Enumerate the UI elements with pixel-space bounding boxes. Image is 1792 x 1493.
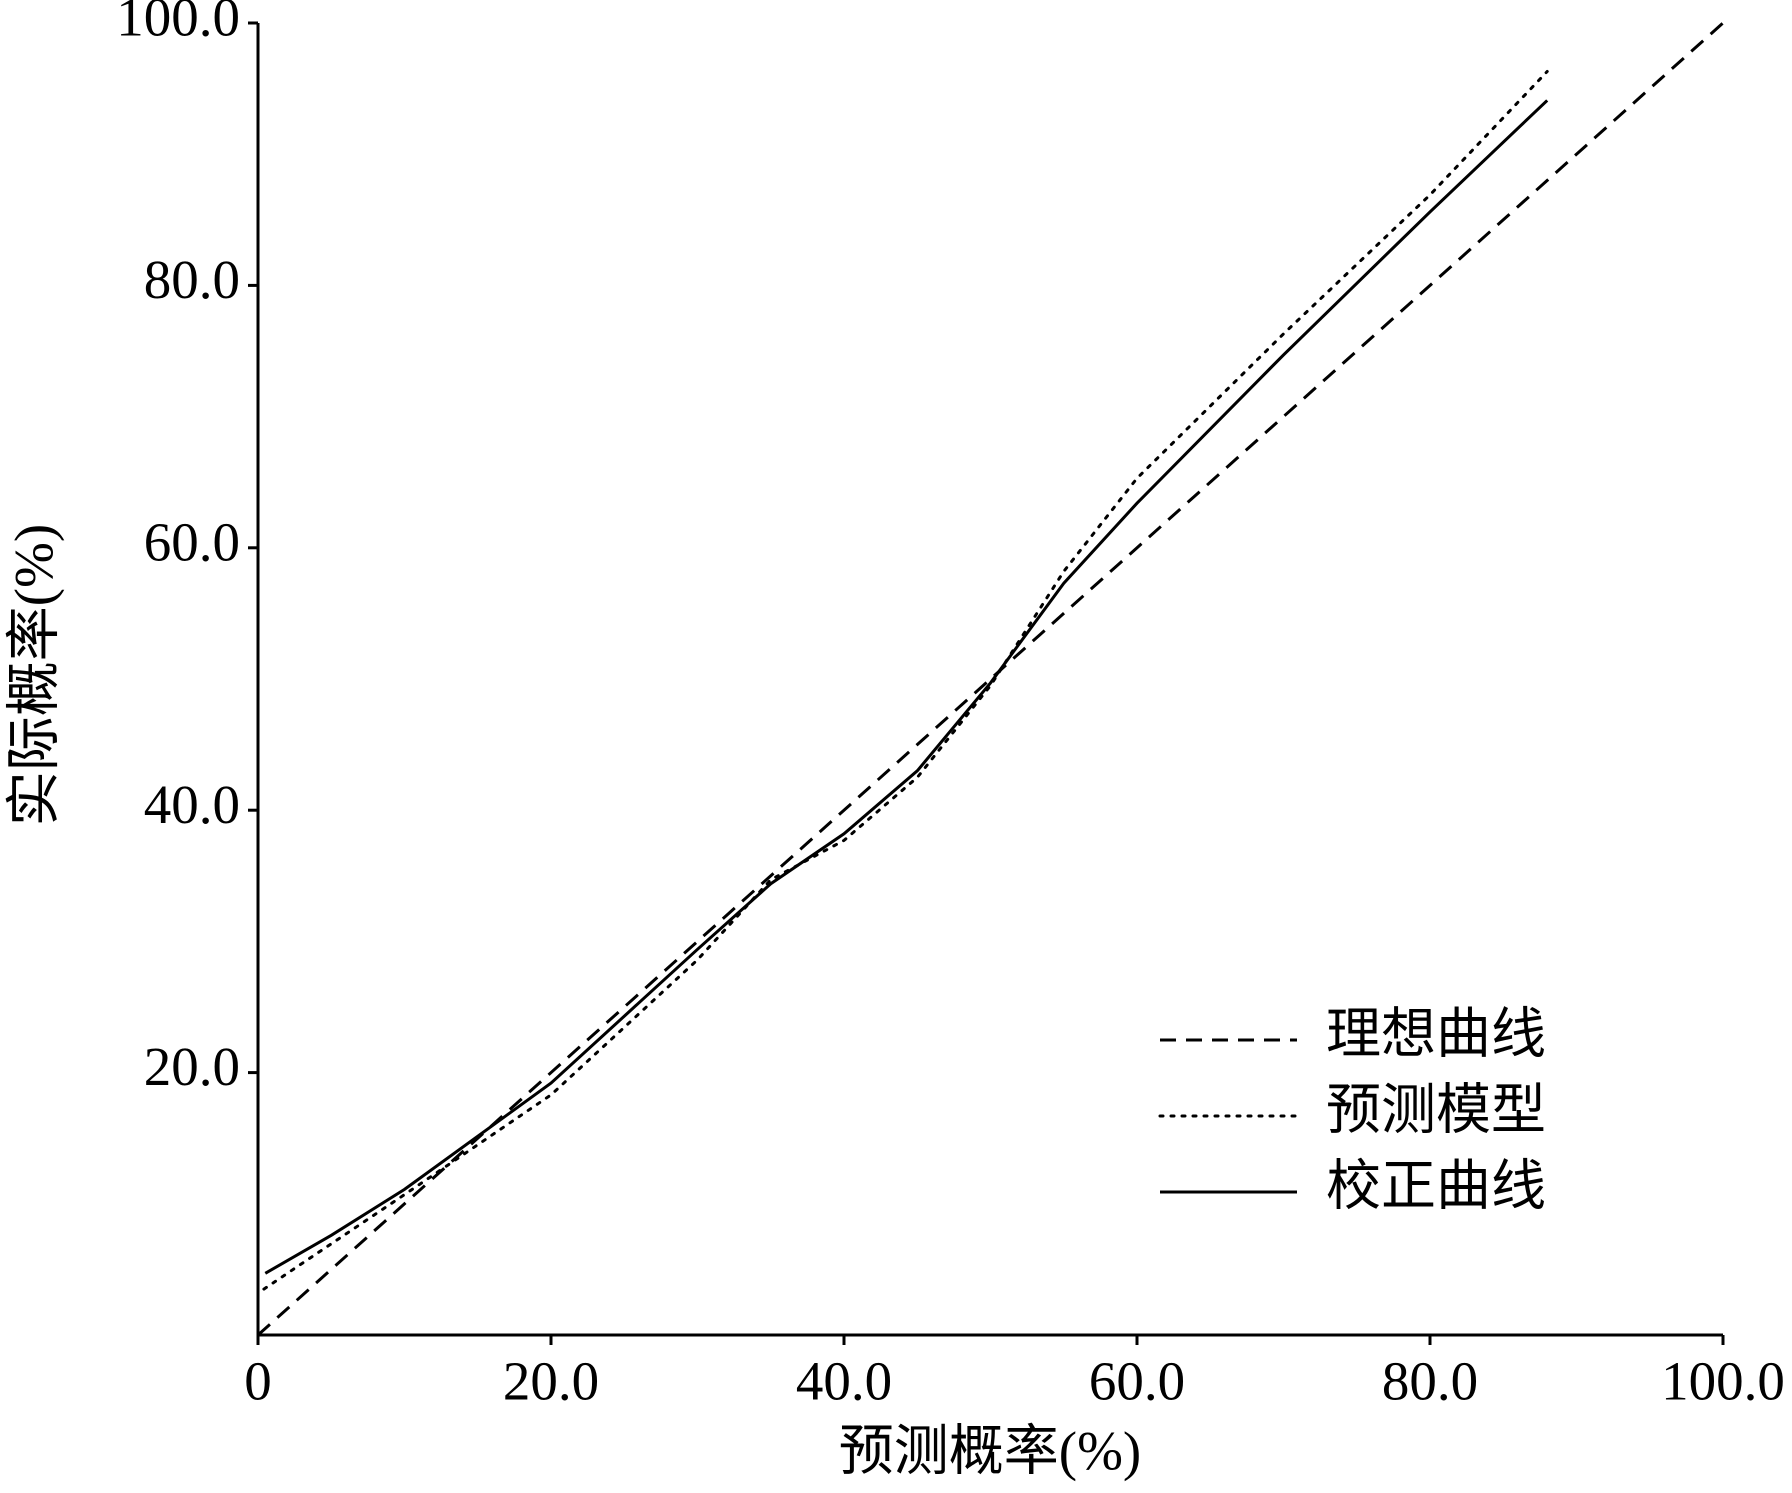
y-tick-label: 40.0 [144,774,240,835]
x-axis-label: 预测概率(%) [839,1421,1141,1482]
y-axis-label: 实际概率(%) [4,524,65,826]
line-series [262,70,1549,1291]
legend-label: 理想曲线 [1326,1004,1546,1065]
legend-label: 预测模型 [1326,1080,1546,1141]
line-series [256,21,1725,1337]
y-tick-label: 20.0 [144,1036,240,1097]
x-tick-label: 60.0 [1089,1351,1185,1412]
x-tick-label: 20.0 [503,1351,599,1412]
x-tick-label: 100.0 [1661,1351,1785,1412]
line-series [264,99,1549,1275]
legend-label: 校正曲线 [1326,1156,1546,1217]
y-tick-label: 80.0 [144,249,240,310]
y-tick-label: 60.0 [144,511,240,572]
x-tick-label: 80.0 [1382,1351,1478,1412]
x-tick-label: 40.0 [796,1351,892,1412]
x-tick-label: 0 [244,1351,272,1412]
y-tick-label: 100.0 [116,0,240,48]
